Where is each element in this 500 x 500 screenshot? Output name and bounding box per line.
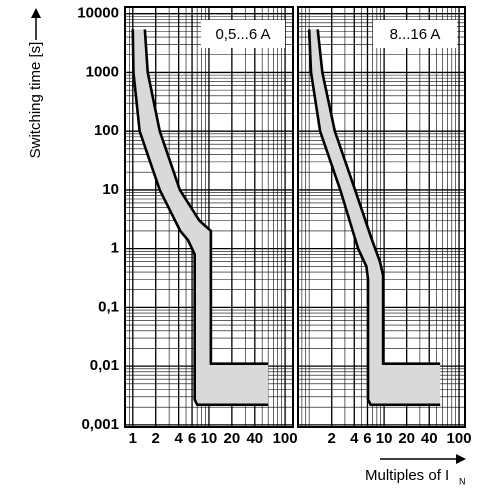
x-tick-label: 20	[224, 430, 241, 447]
y-tick-label: 10	[102, 181, 119, 198]
x-tick-label: 20	[398, 430, 415, 447]
panel-label-box	[373, 20, 457, 48]
y-tick-label: 0,1	[98, 298, 119, 315]
y-tick-label: 100	[94, 122, 119, 139]
y-axis-label: Switching time [s]	[27, 42, 44, 159]
curve	[143, 29, 269, 366]
x-tick-label: 10	[201, 430, 218, 447]
x-arrow-head	[456, 454, 466, 464]
curve	[131, 29, 269, 407]
x-tick-label: 100	[273, 430, 298, 447]
panel-label: 0,5...6 A	[215, 26, 270, 43]
x-tick-label: 100	[447, 430, 472, 447]
x-tick-label: 40	[246, 430, 263, 447]
panel: 8...16 A	[297, 6, 466, 428]
x-tick-label: 2	[328, 430, 336, 447]
plot-frame	[297, 6, 466, 428]
y-tick-label: 0,001	[81, 416, 119, 433]
y-tick-label: 1	[111, 240, 119, 257]
x-tick-label: 40	[421, 430, 438, 447]
x-tick-label: 6	[188, 430, 196, 447]
x-tick-label: 4	[174, 430, 183, 447]
y-tick-label: 0,01	[90, 357, 119, 374]
x-tick-label: 1	[129, 430, 137, 447]
x-tick-label: 4	[350, 430, 359, 447]
x-tick-label: 10	[376, 430, 393, 447]
curve	[316, 29, 441, 366]
y-arrow-head	[31, 8, 41, 18]
x-tick-label: 6	[363, 430, 371, 447]
y-tick-label: 10000	[77, 5, 119, 22]
band	[309, 29, 441, 405]
x-axis-label: Multiples of I	[365, 467, 449, 484]
x-tick-label: 2	[152, 430, 160, 447]
curve	[307, 29, 441, 407]
plot-frame	[124, 6, 294, 428]
panel: 0,5...6 A	[124, 6, 294, 428]
x-axis-label-sub: N	[459, 476, 466, 486]
panel-label: 8...16 A	[390, 26, 441, 43]
y-tick-label: 1000	[86, 63, 119, 80]
panel-label-box	[201, 20, 285, 48]
